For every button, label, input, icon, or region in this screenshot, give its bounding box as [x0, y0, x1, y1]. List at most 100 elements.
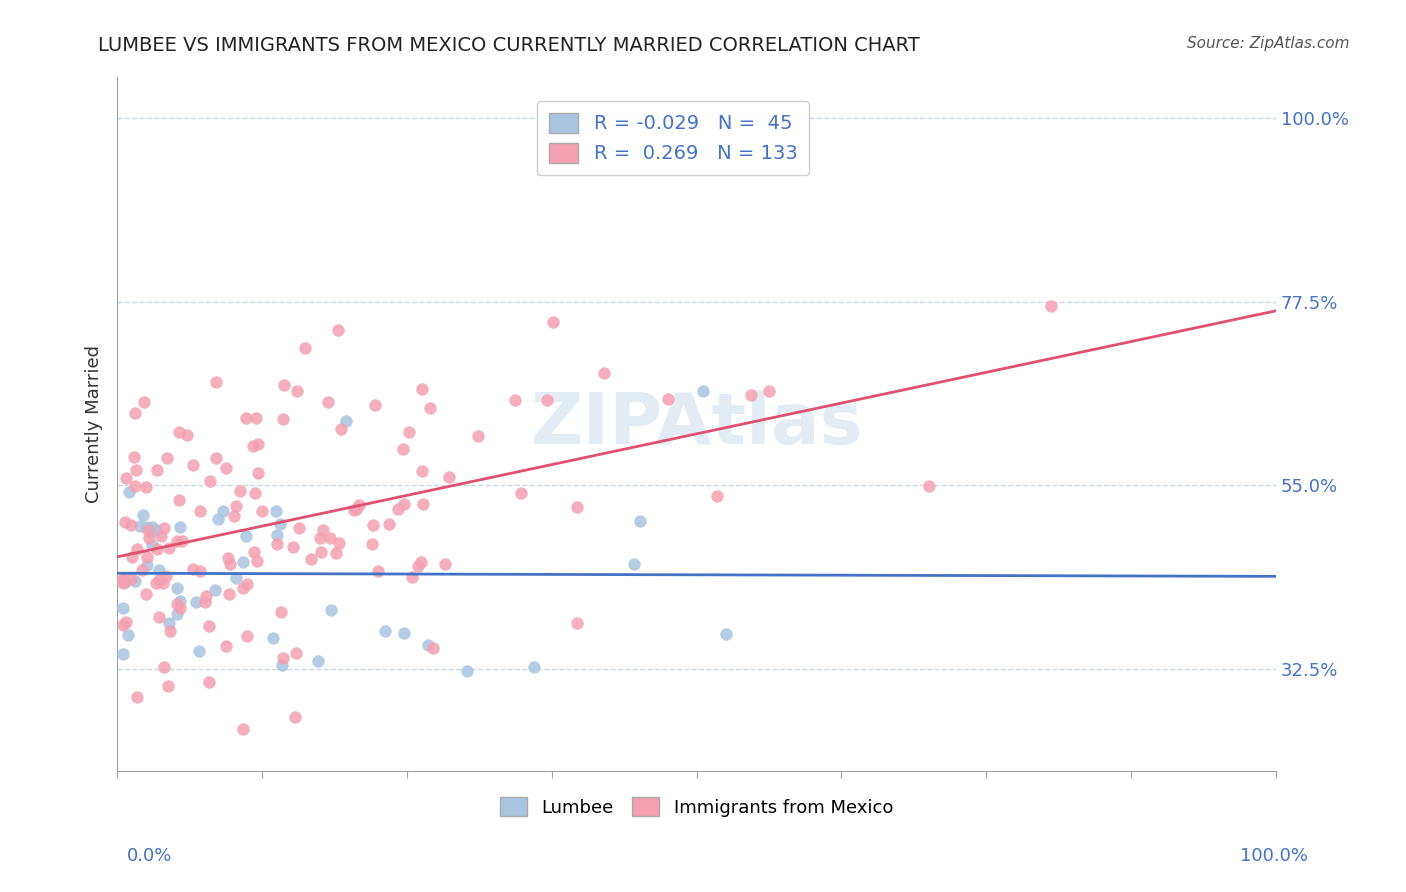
Point	[714, 627, 737, 641]
Point	[281, 541, 304, 555]
Point	[347, 499, 370, 513]
Text: 0.0%: 0.0%	[127, 847, 172, 865]
Point	[225, 571, 247, 585]
Point	[198, 619, 221, 633]
Point	[758, 384, 780, 399]
Point	[373, 624, 395, 639]
Point	[111, 572, 134, 586]
Point	[135, 480, 157, 494]
Point	[236, 576, 259, 591]
Point	[188, 503, 211, 517]
Point	[510, 486, 533, 500]
Point	[135, 520, 157, 534]
Point	[188, 564, 211, 578]
Point	[1040, 299, 1063, 313]
Point	[243, 486, 266, 500]
Point	[401, 570, 423, 584]
Point	[309, 531, 332, 545]
Point	[152, 575, 174, 590]
Point	[269, 516, 291, 531]
Point	[318, 395, 340, 409]
Point	[117, 628, 139, 642]
Point	[212, 504, 235, 518]
Point	[321, 603, 343, 617]
Point	[120, 517, 142, 532]
Point	[120, 573, 142, 587]
Point	[141, 538, 163, 552]
Point	[918, 479, 941, 493]
Point	[270, 605, 292, 619]
Point	[157, 615, 180, 630]
Point	[149, 529, 172, 543]
Point	[409, 555, 432, 569]
Point	[218, 557, 240, 571]
Point	[176, 428, 198, 442]
Text: 100.0%: 100.0%	[1240, 847, 1308, 865]
Point	[215, 639, 238, 653]
Text: LUMBEE VS IMMIGRANTS FROM MEXICO CURRENTLY MARRIED CORRELATION CHART: LUMBEE VS IMMIGRANTS FROM MEXICO CURRENT…	[98, 36, 920, 54]
Text: ZIPAtlas: ZIPAtlas	[530, 390, 863, 458]
Point	[148, 610, 170, 624]
Point	[235, 529, 257, 543]
Point	[229, 484, 252, 499]
Point	[217, 551, 239, 566]
Point	[232, 555, 254, 569]
Point	[503, 393, 526, 408]
Point	[235, 411, 257, 425]
Point	[312, 523, 335, 537]
Point	[541, 315, 564, 329]
Point	[166, 607, 188, 621]
Point	[411, 464, 433, 478]
Point	[271, 651, 294, 665]
Point	[146, 463, 169, 477]
Point	[398, 425, 420, 440]
Point	[159, 624, 181, 638]
Point	[262, 632, 284, 646]
Point	[114, 574, 136, 589]
Point	[166, 534, 188, 549]
Point	[153, 521, 176, 535]
Point	[565, 616, 588, 631]
Point	[326, 323, 349, 337]
Point	[335, 414, 357, 428]
Point	[183, 562, 205, 576]
Point	[270, 658, 292, 673]
Point	[330, 422, 353, 436]
Point	[284, 710, 307, 724]
Point	[146, 542, 169, 557]
Point	[367, 565, 389, 579]
Point	[169, 594, 191, 608]
Point	[387, 501, 409, 516]
Point	[118, 485, 141, 500]
Point	[565, 500, 588, 515]
Point	[411, 382, 433, 396]
Point	[456, 665, 478, 679]
Point	[194, 589, 217, 603]
Point	[294, 342, 316, 356]
Point	[266, 528, 288, 542]
Point	[111, 576, 134, 591]
Point	[246, 437, 269, 451]
Point	[692, 384, 714, 398]
Point	[250, 504, 273, 518]
Point	[114, 615, 136, 630]
Point	[232, 582, 254, 596]
Point	[392, 442, 415, 457]
Point	[138, 531, 160, 545]
Point	[200, 474, 222, 488]
Point	[523, 660, 546, 674]
Point	[344, 502, 367, 516]
Point	[437, 470, 460, 484]
Point	[204, 375, 226, 389]
Point	[145, 523, 167, 537]
Point	[299, 552, 322, 566]
Point	[204, 583, 226, 598]
Point	[392, 498, 415, 512]
Point	[467, 429, 489, 443]
Point	[205, 451, 228, 466]
Point	[215, 461, 238, 475]
Point	[135, 587, 157, 601]
Point	[207, 512, 229, 526]
Point	[273, 377, 295, 392]
Point	[706, 490, 728, 504]
